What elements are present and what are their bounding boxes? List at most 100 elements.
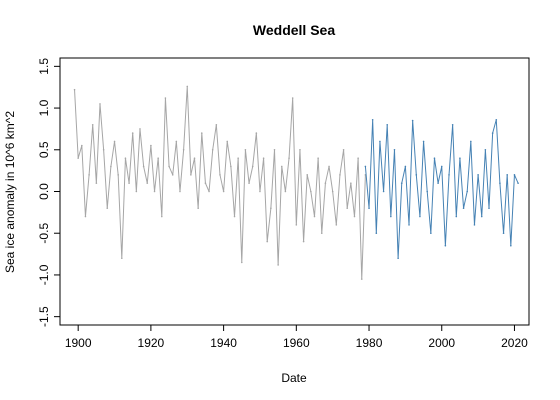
- data-point: [197, 207, 199, 209]
- data-point: [517, 182, 519, 184]
- data-point: [375, 232, 378, 235]
- data-point: [502, 232, 505, 235]
- data-point: [280, 165, 283, 168]
- y-tick-label-3: 0.0: [37, 183, 51, 200]
- y-axis: -1.5 -1.0 -0.5 0.0 0.5 1.0 1.5: [37, 58, 60, 327]
- data-point: [179, 190, 181, 193]
- data-point: [331, 190, 334, 193]
- data-point: [146, 182, 149, 184]
- data-point: [262, 157, 265, 159]
- y-tick-label-2: -0.5: [37, 223, 51, 244]
- data-point: [342, 148, 345, 151]
- data-point: [135, 190, 138, 193]
- y-axis-title: Sea ice anomaly in 10^6 km^2: [3, 111, 17, 273]
- plot-frame: [59, 57, 530, 326]
- data-point: [288, 157, 290, 159]
- data-point: [484, 148, 487, 151]
- data-point: [477, 174, 479, 176]
- data-point: [430, 232, 432, 235]
- y-tick-label-1: -1.0: [37, 264, 51, 285]
- data-point: [186, 85, 189, 88]
- data-point: [335, 224, 338, 226]
- data-point: [208, 190, 210, 193]
- data-point: [295, 224, 298, 226]
- y-tick-label-6: 1.5: [37, 58, 51, 75]
- data-point: [328, 165, 330, 168]
- data-point: [230, 165, 232, 168]
- data-point: [284, 190, 287, 193]
- data-point: [200, 132, 203, 134]
- data-point: [473, 224, 476, 226]
- data-point: [121, 257, 123, 260]
- data-point: [81, 144, 83, 147]
- data-point: [510, 244, 512, 247]
- data-point: [291, 97, 294, 99]
- data-point: [433, 157, 436, 159]
- data-point: [459, 157, 461, 159]
- data-point: [437, 182, 439, 184]
- data-point: [240, 261, 243, 264]
- data-point: [397, 257, 399, 260]
- data-point: [248, 182, 250, 184]
- data-point: [157, 157, 159, 159]
- y-tick-label-5: 1.0: [37, 99, 51, 116]
- data-point: [368, 207, 370, 209]
- data-point: [513, 174, 516, 176]
- data-point: [411, 119, 414, 122]
- data-point: [251, 165, 254, 168]
- data-point: [222, 190, 225, 193]
- data-point: [364, 165, 367, 168]
- data-point: [211, 148, 214, 151]
- data-point: [175, 140, 178, 143]
- data-point: [106, 207, 109, 209]
- data-point: [190, 174, 192, 176]
- data-point: [273, 148, 276, 151]
- data-point: [404, 165, 407, 168]
- data-point: [313, 215, 316, 218]
- data-point: [131, 132, 134, 134]
- data-point: [277, 264, 279, 266]
- data-point: [393, 148, 396, 151]
- data-point: [400, 182, 403, 184]
- x-tick-label-1960: 1960: [283, 336, 310, 350]
- data-point: [317, 157, 319, 159]
- data-point: [168, 165, 170, 168]
- chart-title: Weddell Sea: [253, 22, 335, 38]
- data-point: [495, 118, 498, 121]
- data-point: [480, 215, 483, 218]
- data-point: [299, 148, 301, 151]
- data-point: [91, 123, 94, 126]
- data-point: [499, 182, 501, 184]
- data-point: [455, 215, 458, 218]
- data-point: [128, 182, 130, 184]
- data-point: [346, 207, 349, 209]
- y-tick-label-0: -1.5: [37, 306, 51, 327]
- data-point: [302, 240, 305, 243]
- data-point: [440, 165, 443, 168]
- data-point: [466, 190, 468, 193]
- series-line-1: [364, 119, 519, 259]
- data-point: [142, 165, 145, 168]
- data-point: [215, 123, 218, 126]
- x-tick-label-1900: 1900: [65, 336, 92, 350]
- x-axis-title: Date: [281, 371, 307, 385]
- data-point: [422, 140, 425, 143]
- data-point: [390, 215, 392, 218]
- data-point: [266, 240, 269, 243]
- data-point: [117, 174, 119, 176]
- data-point: [506, 174, 508, 176]
- data-point: [237, 157, 239, 159]
- y-tick-label-4: 0.5: [37, 141, 51, 158]
- data-point: [160, 215, 163, 218]
- data-point: [99, 103, 101, 105]
- x-axis: 1900 1920 1940 1960 1980 2000 2020: [65, 325, 528, 350]
- data-point: [444, 244, 447, 247]
- series-layer: [73, 85, 519, 280]
- series-line-0: [74, 85, 366, 280]
- data-point: [470, 140, 472, 143]
- data-point: [255, 132, 258, 134]
- data-point: [95, 182, 98, 184]
- data-point: [320, 232, 323, 235]
- x-tick-label-2000: 2000: [428, 336, 455, 350]
